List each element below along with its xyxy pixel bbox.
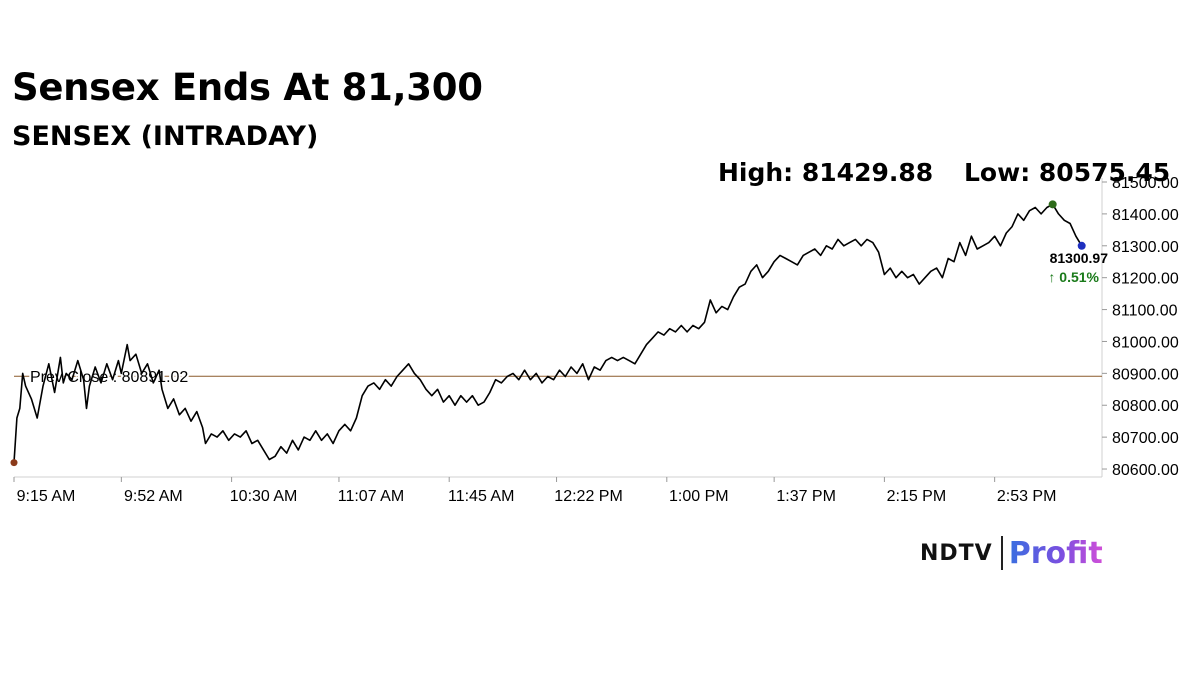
x-tick-label: 9:15 AM <box>17 488 76 505</box>
y-tick-label: 81500.00 <box>1112 175 1179 192</box>
logo-ndtv-text: NDTV <box>920 540 993 566</box>
chart-subtitle: SENSEX (INTRADAY) <box>12 121 319 152</box>
x-tick-label: 11:45 AM <box>448 488 514 505</box>
last-point <box>1077 241 1086 250</box>
price-line-group <box>13 203 1083 463</box>
logo-divider <box>1000 536 1003 570</box>
y-axis: 81500.00 81400.00 81300.00 81200.00 81100.00… <box>1101 175 1179 479</box>
y-tick-label: 80600.00 <box>1112 462 1179 479</box>
x-tick-label: 2:15 PM <box>887 488 947 505</box>
logo-profit-text: Profit <box>1008 535 1103 571</box>
day-high-label: High: 81429.88 <box>718 158 934 187</box>
y-tick-label: 81300.00 <box>1112 239 1179 256</box>
y-tick-label: 81200.00 <box>1112 271 1179 288</box>
y-tick-label: 81000.00 <box>1112 334 1179 351</box>
y-tick-label: 81100.00 <box>1112 303 1178 320</box>
y-tick-label: 81400.00 <box>1112 207 1179 224</box>
x-tick-label: 10:30 AM <box>230 488 298 505</box>
high-point <box>1048 200 1057 209</box>
sensex-price-line <box>13 203 1083 463</box>
x-tick-label: 1:37 PM <box>776 488 836 505</box>
x-tick-label: 11:07 AM <box>338 488 404 505</box>
x-tick-label: 1:00 PM <box>669 488 729 505</box>
last-value-label: 81300.97 <box>1050 250 1109 266</box>
x-tick-label: 12:22 PM <box>554 488 622 505</box>
y-tick-label: 80800.00 <box>1112 398 1179 415</box>
x-tick-label: 2:53 PM <box>997 488 1057 505</box>
y-tick-label: 80900.00 <box>1112 366 1179 383</box>
last-change-label: ↑ 0.51% <box>1048 269 1099 285</box>
y-tick-label: 80700.00 <box>1112 430 1179 447</box>
open-point <box>10 459 18 467</box>
day-low-label: Low: 80575.45 <box>964 158 1171 187</box>
x-axis: 9:15 AM 9:52 AM 10:30 AM 11:07 AM 11:45 AM 12… <box>13 476 1102 505</box>
markers: 81300.97 ↑ 0.51% <box>10 200 1109 467</box>
ndtv-profit-logo: NDTV Profit <box>920 533 1103 573</box>
headline: Sensex Ends At 81,300 <box>12 66 483 109</box>
x-tick-label: 9:52 AM <box>124 488 183 505</box>
